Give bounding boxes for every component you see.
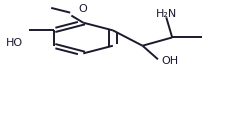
Text: OH: OH xyxy=(161,56,178,66)
Text: HO: HO xyxy=(6,38,23,48)
Text: H₂N: H₂N xyxy=(156,9,177,19)
Text: O: O xyxy=(79,4,88,14)
